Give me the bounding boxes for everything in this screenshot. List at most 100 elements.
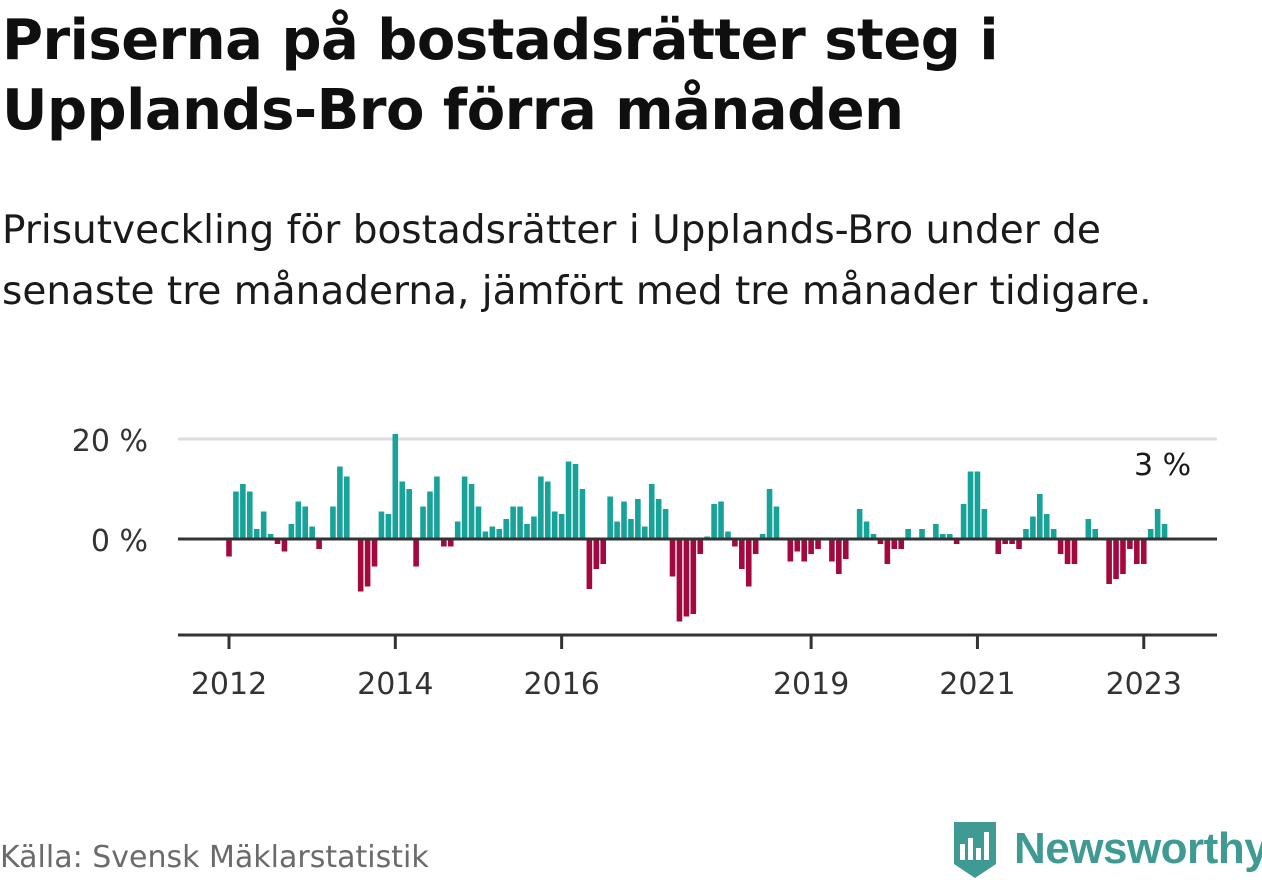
bar xyxy=(600,539,607,564)
bar xyxy=(718,501,724,539)
bar xyxy=(496,529,503,539)
bar xyxy=(642,526,648,539)
bar xyxy=(766,489,773,539)
bar xyxy=(517,506,523,539)
bar xyxy=(593,539,600,569)
bar xyxy=(933,524,939,539)
bar xyxy=(1002,539,1008,544)
bar xyxy=(863,521,870,539)
bar xyxy=(752,539,759,554)
bar xyxy=(662,509,669,539)
bar xyxy=(260,511,267,539)
bar xyxy=(981,509,988,539)
bar xyxy=(621,501,627,539)
bar xyxy=(690,539,697,614)
bar xyxy=(1050,529,1057,539)
bar xyxy=(628,519,634,539)
bar xyxy=(233,491,239,539)
bar xyxy=(371,539,378,567)
bar xyxy=(399,481,406,539)
bar xyxy=(240,484,246,539)
bar xyxy=(732,539,738,547)
bar xyxy=(898,539,905,549)
bar xyxy=(1071,539,1078,564)
bar xyxy=(1134,539,1140,564)
bar xyxy=(482,531,489,539)
bar xyxy=(953,539,960,544)
bar xyxy=(551,511,558,539)
bar xyxy=(1009,539,1015,544)
x-tick-label: 2014 xyxy=(357,667,433,702)
bar xyxy=(427,491,433,539)
x-tick-label: 2019 xyxy=(773,667,849,702)
bars-layer xyxy=(226,434,1168,622)
bar xyxy=(510,506,516,539)
bar xyxy=(1127,539,1133,549)
bar xyxy=(420,506,426,539)
chart-subtitle: Prisutveckling för bostadsrätter i Uppla… xyxy=(2,208,1152,314)
bar xyxy=(364,539,371,587)
bar xyxy=(995,539,1002,554)
bar xyxy=(1023,529,1029,539)
bar xyxy=(330,506,336,539)
bar xyxy=(434,476,440,539)
bar xyxy=(267,534,274,539)
bar xyxy=(565,461,572,539)
bar xyxy=(697,539,704,554)
bar xyxy=(274,539,281,544)
bar xyxy=(614,521,620,539)
bar xyxy=(919,529,925,539)
bar xyxy=(960,504,967,539)
bar xyxy=(544,481,551,539)
x-tick-label: 2021 xyxy=(939,667,1015,702)
bar xyxy=(870,534,877,539)
bar xyxy=(246,491,253,539)
bar xyxy=(939,534,946,539)
brand-name: Newsworthy xyxy=(1014,824,1262,873)
bar xyxy=(967,471,974,539)
bar xyxy=(302,506,309,539)
bar xyxy=(378,511,385,539)
bar xyxy=(406,489,412,539)
bar xyxy=(794,539,801,552)
bar xyxy=(905,529,911,539)
bar xyxy=(745,539,752,587)
x-tick-label: 2012 xyxy=(191,667,267,702)
bar xyxy=(1154,509,1161,539)
x-tick-label: 2023 xyxy=(1106,667,1182,702)
bar xyxy=(295,501,302,539)
bar xyxy=(635,499,641,539)
bar xyxy=(739,539,745,569)
bar xyxy=(946,534,953,539)
bar xyxy=(669,539,676,577)
bar xyxy=(1106,539,1112,584)
bar xyxy=(281,539,288,552)
bar xyxy=(725,531,731,539)
bar xyxy=(1161,524,1168,539)
bar xyxy=(1140,539,1147,564)
bar xyxy=(787,539,794,562)
bar xyxy=(468,484,475,539)
bar xyxy=(1113,539,1119,579)
bar xyxy=(572,464,579,539)
bar xyxy=(503,519,509,539)
labels-layer: 0 % 20 % 2012 2014 2016 2019 2021 2023 3 % xyxy=(72,424,1191,702)
bar xyxy=(607,496,613,539)
brand-logo: Newsworthy xyxy=(950,818,1262,880)
axis-layer xyxy=(178,537,1217,649)
bar xyxy=(357,539,364,592)
bar xyxy=(253,529,260,539)
bar xyxy=(842,539,849,559)
bar xyxy=(1064,539,1071,564)
y-tick-label: 20 % xyxy=(72,424,148,459)
bar xyxy=(801,539,807,562)
bar xyxy=(447,539,454,547)
bar xyxy=(655,499,662,539)
bar xyxy=(856,509,863,539)
bar xyxy=(337,466,343,539)
bar xyxy=(836,539,842,574)
bar xyxy=(1085,519,1092,539)
bar xyxy=(1043,514,1050,539)
bar xyxy=(1037,494,1043,539)
bar xyxy=(1016,539,1022,549)
